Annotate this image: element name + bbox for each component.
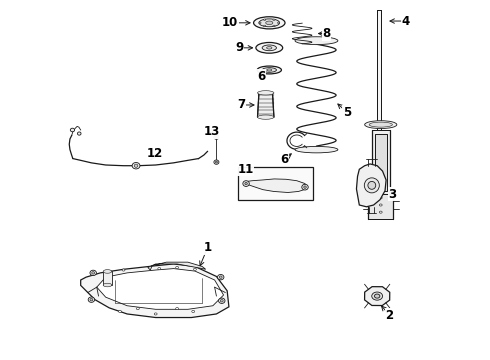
Text: 6: 6 [257, 70, 265, 83]
Ellipse shape [103, 270, 112, 273]
Ellipse shape [364, 178, 379, 193]
Ellipse shape [90, 298, 93, 301]
Ellipse shape [262, 68, 276, 72]
Polygon shape [368, 194, 393, 219]
Text: 12: 12 [147, 148, 163, 161]
Text: 11: 11 [238, 163, 254, 176]
Ellipse shape [154, 313, 157, 315]
Ellipse shape [134, 164, 138, 167]
Ellipse shape [295, 37, 338, 45]
Text: 1: 1 [203, 241, 212, 255]
Text: 7: 7 [237, 99, 245, 112]
Polygon shape [377, 10, 381, 134]
Ellipse shape [245, 182, 247, 185]
Text: 8: 8 [322, 27, 331, 40]
Polygon shape [375, 134, 387, 191]
Polygon shape [81, 264, 229, 318]
Ellipse shape [192, 310, 195, 312]
Ellipse shape [302, 184, 308, 190]
Polygon shape [245, 179, 306, 193]
Bar [238, 167, 313, 200]
Ellipse shape [374, 294, 380, 298]
Ellipse shape [372, 292, 383, 300]
Ellipse shape [71, 128, 74, 132]
Ellipse shape [218, 274, 224, 280]
Ellipse shape [295, 147, 338, 153]
Ellipse shape [273, 25, 275, 27]
Ellipse shape [243, 181, 249, 186]
Ellipse shape [214, 160, 219, 164]
Ellipse shape [219, 298, 225, 303]
Ellipse shape [264, 19, 266, 21]
Polygon shape [356, 164, 386, 207]
Text: 5: 5 [343, 105, 351, 119]
Ellipse shape [266, 21, 273, 24]
Ellipse shape [267, 69, 272, 71]
Ellipse shape [256, 42, 283, 53]
Polygon shape [365, 287, 390, 306]
Polygon shape [258, 93, 274, 117]
Text: 9: 9 [235, 41, 244, 54]
Ellipse shape [132, 162, 140, 169]
Ellipse shape [92, 272, 95, 274]
Text: 2: 2 [386, 309, 394, 321]
Ellipse shape [215, 136, 218, 138]
Text: 4: 4 [402, 14, 410, 27]
Ellipse shape [258, 91, 274, 95]
Ellipse shape [158, 267, 161, 270]
Ellipse shape [262, 45, 276, 51]
Ellipse shape [365, 121, 397, 129]
Ellipse shape [194, 268, 196, 270]
Ellipse shape [368, 181, 376, 189]
Ellipse shape [253, 17, 285, 29]
Polygon shape [97, 269, 223, 309]
Ellipse shape [273, 19, 275, 21]
Ellipse shape [77, 132, 81, 135]
Ellipse shape [122, 269, 125, 271]
Ellipse shape [90, 270, 97, 275]
Ellipse shape [136, 307, 139, 310]
Text: 10: 10 [222, 16, 238, 29]
Ellipse shape [304, 186, 306, 188]
Ellipse shape [119, 310, 122, 312]
Ellipse shape [220, 276, 222, 278]
Ellipse shape [176, 307, 178, 310]
Ellipse shape [267, 46, 272, 49]
Ellipse shape [215, 161, 218, 163]
Ellipse shape [257, 66, 281, 74]
Polygon shape [103, 271, 112, 285]
Polygon shape [372, 130, 390, 194]
Ellipse shape [369, 122, 392, 127]
Ellipse shape [176, 266, 178, 269]
Text: 3: 3 [388, 188, 396, 201]
Ellipse shape [259, 22, 261, 23]
Ellipse shape [103, 283, 112, 287]
Ellipse shape [258, 115, 274, 119]
Text: 13: 13 [203, 125, 220, 138]
Ellipse shape [220, 300, 223, 302]
Ellipse shape [214, 135, 219, 139]
Ellipse shape [259, 19, 280, 27]
Polygon shape [148, 262, 206, 270]
Ellipse shape [264, 25, 266, 27]
Ellipse shape [277, 22, 280, 23]
Ellipse shape [88, 297, 95, 302]
Text: 6: 6 [280, 153, 289, 166]
